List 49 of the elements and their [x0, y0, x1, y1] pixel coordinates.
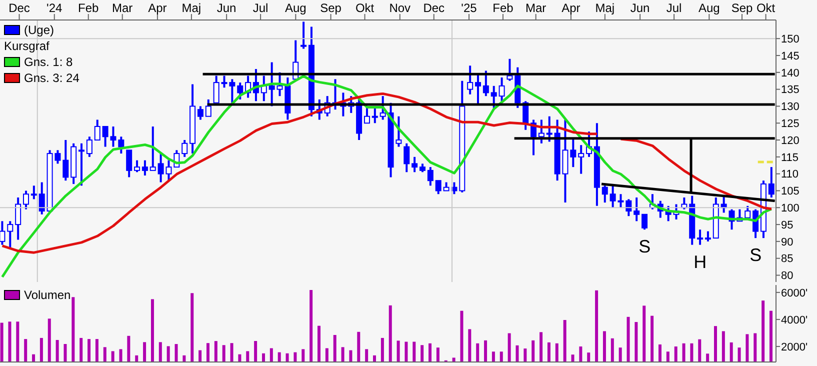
y-tick-label: 120 [781, 134, 800, 147]
x-tick-label: Aug [284, 1, 306, 15]
legend-label: Volumen [24, 287, 71, 303]
y-tick-label: 6000' [781, 287, 808, 300]
x-tick-label: '24 [46, 1, 63, 15]
x-tick-label: Maj [182, 1, 202, 15]
y-tick-label: 80 [781, 270, 794, 282]
legend-label: Gns. 3: 24 [24, 70, 80, 86]
x-tick-label: Feb [78, 1, 100, 15]
y-tick-label: 140 [781, 67, 800, 80]
y-tick-label: 115 [781, 152, 799, 164]
x-tick-label: Dec [8, 1, 30, 15]
x-tick-label: Mar [112, 1, 133, 15]
annotation: H [694, 252, 707, 272]
x-tick-label: Apr [562, 1, 580, 15]
x-tick-label: Jun [630, 1, 650, 15]
y-tick-label: 145 [781, 50, 800, 62]
x-tick-label: '25 [461, 1, 478, 15]
y-tick-label: 95 [781, 219, 794, 232]
legend-label: (Uge) [24, 22, 54, 38]
y-tick-label: 100 [781, 202, 800, 215]
y-tick-label: 130 [781, 101, 800, 114]
x-tick-label: Aug [698, 1, 720, 15]
x-tick-label: Sep [731, 1, 754, 15]
y-tick-label: 110 [781, 168, 799, 181]
y-tick-label: 135 [781, 84, 800, 96]
x-tick-label: Apr [148, 1, 167, 15]
annotation: S [750, 244, 762, 265]
legend-title: Kursgraf [4, 38, 50, 54]
legend-label: Gns. 1: 8 [24, 54, 73, 70]
x-tick-label: Okt [355, 1, 375, 15]
x-tick-label: Feb [492, 1, 514, 15]
x-tick-label: Nov [389, 1, 411, 15]
x-tick-label: Dec [423, 1, 445, 15]
x-tick-label: Sep [320, 1, 342, 15]
y-tick-label: 85 [781, 253, 794, 266]
x-tick-label: Okt [756, 1, 776, 15]
x-tick-label: Mar [526, 1, 546, 15]
y-tick-label: 125 [781, 118, 800, 130]
y-tick-label: 4000' [781, 314, 808, 326]
x-tick-label: Jul [252, 1, 268, 15]
annotation: S [638, 236, 651, 256]
y-tick-label: 90 [781, 236, 794, 248]
x-tick-label: Maj [595, 1, 615, 15]
y-tick-label: 150 [781, 34, 800, 46]
y-tick-label: 2000' [781, 341, 808, 354]
x-tick-label: Jun [216, 1, 236, 15]
y-tick-label: 105 [781, 186, 800, 198]
x-tick-label: Jul [666, 1, 682, 15]
